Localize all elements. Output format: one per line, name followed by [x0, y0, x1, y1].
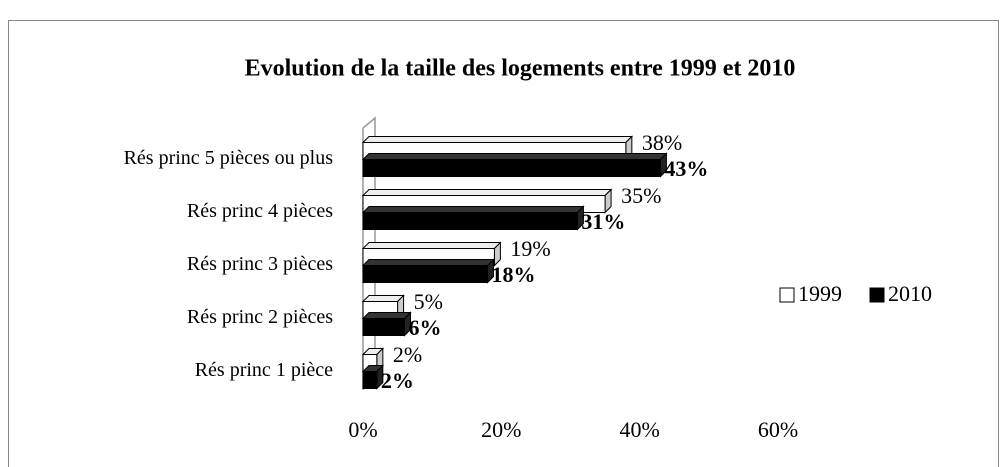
value-label: 2%	[393, 342, 422, 367]
legend-swatch	[869, 287, 885, 303]
value-label: 19%	[510, 236, 550, 261]
legend-swatch	[779, 287, 795, 303]
bar-top	[361, 259, 495, 266]
bar-top	[361, 153, 668, 160]
bar-top	[361, 136, 634, 143]
bar	[362, 212, 578, 230]
bar-top	[361, 242, 502, 249]
y-tick-label: Rés princ 3 pièces	[187, 253, 333, 275]
value-label: 6%	[409, 315, 442, 340]
y-tick-label: Rés princ 1 pièce	[195, 359, 333, 381]
value-label: 38%	[642, 130, 682, 155]
x-tick-label: 20%	[481, 417, 521, 442]
bar	[362, 265, 488, 283]
y-tick-label: Rés princ 5 pièces ou plus	[124, 147, 334, 169]
bar-top	[361, 189, 613, 196]
value-label: 43%	[664, 156, 708, 181]
bar-top	[361, 312, 412, 319]
legend-label: 2010	[888, 281, 932, 306]
x-tick-label: 60%	[758, 417, 798, 442]
value-label: 31%	[581, 209, 625, 234]
bar	[362, 371, 378, 389]
value-label: 5%	[414, 289, 443, 314]
x-tick-label: 40%	[620, 417, 660, 442]
y-tick-label: Rés princ 2 pièces	[187, 306, 333, 328]
value-label: 18%	[492, 262, 536, 287]
y-tick-label: Rés princ 4 pièces	[187, 200, 333, 222]
value-label: 2%	[381, 368, 414, 393]
bar-top	[361, 295, 405, 302]
bar	[362, 159, 661, 177]
x-tick-label: 0%	[348, 417, 377, 442]
legend-label: 1999	[798, 281, 842, 306]
chart-title: Evolution de la taille des logements ent…	[245, 56, 796, 82]
value-label: 35%	[621, 183, 661, 208]
chart-border	[8, 20, 999, 467]
bar	[362, 318, 405, 336]
bar-top	[361, 206, 585, 213]
